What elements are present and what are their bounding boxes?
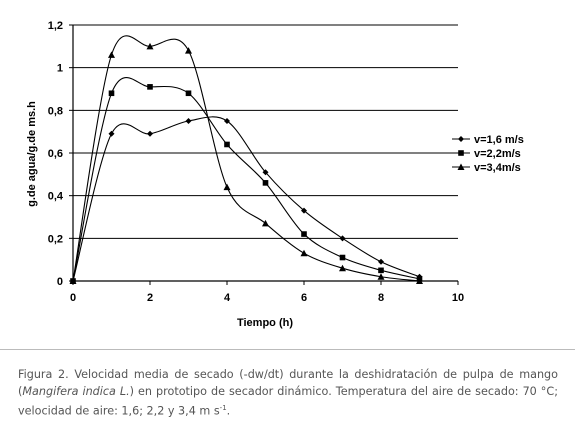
data-point <box>108 130 115 137</box>
data-point <box>108 51 115 58</box>
data-point <box>378 258 384 265</box>
figure-caption: Figura 2. Velocidad media de secado (-dw… <box>18 366 558 420</box>
legend-marker <box>457 163 465 170</box>
data-point <box>339 264 346 272</box>
legend-label: v=1,6 m/s <box>474 134 524 146</box>
y-tick-label: 0,6 <box>48 148 63 160</box>
y-tick-label: 0,4 <box>48 191 64 203</box>
grid-lines <box>73 24 458 239</box>
data-point <box>224 118 230 124</box>
data-point <box>339 254 346 261</box>
x-tick-label: 10 <box>452 292 464 304</box>
x-tick-label: 8 <box>378 292 384 304</box>
caption-prefix: Figura 2. Velocidad media de secado (-dw… <box>18 368 558 398</box>
data-point <box>300 249 308 257</box>
data-point <box>262 219 269 227</box>
x-tick-label: 0 <box>70 292 76 304</box>
y-tick-label: 0,8 <box>48 105 63 117</box>
series-diamond <box>70 116 423 284</box>
legend: v=1,6 m/s v=2,2m/s v=3,4m/s <box>452 134 524 174</box>
data-point <box>339 235 346 242</box>
data-point <box>416 277 423 284</box>
divider <box>0 349 575 350</box>
data-point <box>262 180 269 186</box>
data-point <box>147 84 153 90</box>
series-line <box>72 116 420 282</box>
axes <box>69 24 459 285</box>
caption-exponent: -1 <box>219 404 227 412</box>
series-line <box>72 35 420 282</box>
data-point <box>224 141 230 148</box>
y-tick-label: 0,2 <box>48 233 63 245</box>
x-tick-label: 4 <box>224 292 231 304</box>
data-point <box>377 273 385 280</box>
legend-marker <box>458 150 464 156</box>
y-tick-label: 1 <box>57 63 63 75</box>
x-tick-label: 6 <box>301 292 307 304</box>
legend-label: v=2,2m/s <box>474 148 521 160</box>
data-point <box>185 47 192 54</box>
data-point <box>69 277 77 284</box>
tick-labels: 0 0,2 0,4 0,6 0,8 1 1,2 0 2 4 6 8 10 <box>48 20 464 304</box>
series-line <box>72 77 420 282</box>
caption-species: Mangifera indica L. <box>22 385 130 398</box>
chart: 0 0,2 0,4 0,6 0,8 1 1,2 0 2 4 6 8 10 Tiempo (h) g.de… <box>26 20 524 329</box>
caption-end: . <box>226 404 231 418</box>
series-square <box>70 77 423 284</box>
plot-series <box>69 35 423 284</box>
data-point <box>378 267 384 274</box>
y-axis-title: g.de agua/g.de ms.h <box>26 101 38 207</box>
data-point <box>262 169 269 176</box>
x-axis-title: Tiempo (h) <box>237 317 293 329</box>
caption-suffix: ) en prototipo de secador dinámico. Temp… <box>18 385 558 418</box>
data-point <box>223 183 231 191</box>
legend-marker <box>458 136 464 142</box>
data-point <box>108 90 115 97</box>
data-point <box>146 42 154 50</box>
legend-label: v=3,4m/s <box>474 162 521 174</box>
data-point <box>301 231 307 237</box>
y-tick-label: 0 <box>57 276 63 288</box>
data-point <box>147 130 153 137</box>
y-tick-label: 1,2 <box>48 20 63 32</box>
x-tick-label: 2 <box>147 292 153 304</box>
series-triangle <box>69 35 423 284</box>
data-point <box>185 90 192 97</box>
data-point <box>185 118 192 124</box>
data-point <box>301 207 307 214</box>
